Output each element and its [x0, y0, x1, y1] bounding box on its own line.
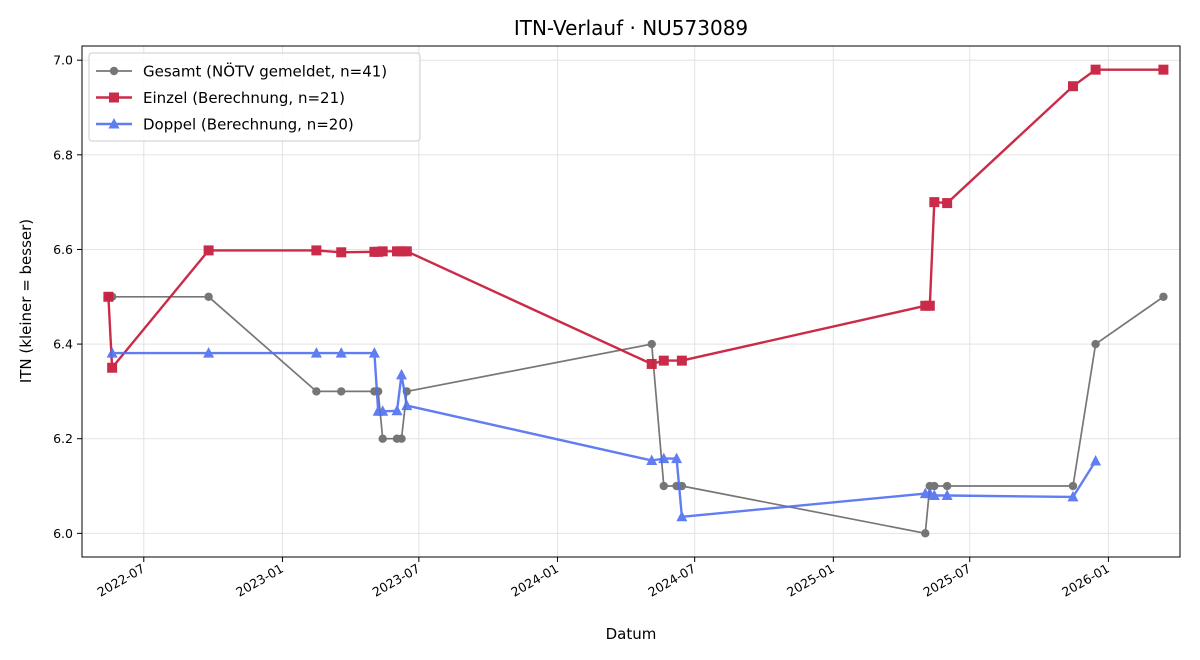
doppel-point: [671, 452, 683, 464]
legend-label: Doppel (Berechnung, n=20): [143, 116, 354, 134]
einzel-series: [103, 64, 1169, 373]
gesamt-point: [378, 434, 387, 443]
series-layer: [103, 64, 1169, 538]
gesamt-point: [312, 387, 321, 396]
legend-marker: [109, 66, 119, 76]
doppel-point: [377, 405, 389, 416]
legend-marker: [109, 92, 119, 103]
y-tick-label: 7.0: [53, 53, 73, 68]
y-tick-label: 6.8: [53, 147, 73, 162]
einzel-point: [1067, 81, 1078, 92]
doppel-series: [106, 347, 1102, 522]
gesamt-point: [1159, 292, 1168, 301]
gesamt-point: [337, 387, 346, 396]
einzel-point: [646, 358, 657, 369]
einzel-point: [658, 355, 669, 366]
x-tick-label: 2024-07: [645, 561, 698, 600]
einzel-point: [396, 246, 407, 257]
x-axis-label: Datum: [606, 625, 657, 643]
plot-frame: [81, 45, 1181, 558]
einzel-point: [401, 246, 412, 257]
y-tick-label: 6.6: [53, 242, 73, 257]
doppel-point: [1067, 490, 1079, 502]
chart-title: ITN-Verlauf · NU573089: [514, 16, 748, 40]
doppel-point: [676, 510, 688, 522]
legend-entry: [96, 66, 132, 76]
doppel-point: [396, 368, 408, 380]
gesamt-point: [659, 481, 668, 491]
einzel-point: [203, 245, 214, 256]
legend-box: [88, 52, 421, 142]
gesamt-point: [397, 434, 406, 443]
einzel-point: [924, 300, 935, 311]
doppel-point: [106, 347, 118, 358]
doppel-point: [658, 452, 670, 464]
gesamt-series: [104, 292, 1168, 538]
y-axis-label: ITN (kleiner = besser): [17, 219, 35, 383]
doppel-point: [335, 347, 347, 358]
x-tick-label: 2025-07: [921, 561, 974, 600]
doppel-point: [941, 489, 953, 500]
y-tick-label: 6.0: [53, 526, 73, 541]
einzel-point: [929, 197, 940, 208]
einzel-point: [676, 355, 687, 366]
doppel-point: [310, 347, 322, 358]
x-tick-label: 2022-07: [95, 561, 148, 600]
einzel-point: [103, 291, 114, 302]
gesamt-line: [108, 295, 1164, 535]
y-tick-label: 6.4: [53, 337, 73, 352]
x-tick-label: 2023-07: [370, 561, 423, 600]
gesamt-point: [1091, 339, 1100, 349]
x-tick-label: 2023-01: [233, 561, 286, 600]
einzel-point: [311, 245, 322, 256]
doppel-point: [368, 347, 380, 358]
einzel-point: [377, 246, 388, 257]
legend-label: Gesamt (NÖTV gemeldet, n=41): [143, 62, 387, 81]
doppel-point: [203, 347, 215, 358]
doppel-point: [646, 454, 658, 465]
y-tick-label: 6.2: [53, 431, 73, 446]
gesamt-point: [930, 481, 939, 491]
doppel-point: [1090, 454, 1102, 466]
einzel-point: [1090, 64, 1101, 75]
x-tick-label: 2024-01: [508, 561, 561, 600]
gesamt-point: [921, 529, 930, 538]
x-axis: 2022-07 2023-01 2023-07 2024-01 2024-07 2025-…: [95, 557, 1112, 600]
legend-label: Einzel (Berechnung, n=21): [143, 89, 345, 107]
gesamt-point: [942, 481, 952, 491]
legend-marker: [108, 118, 120, 129]
einzel-point: [1158, 64, 1169, 75]
x-tick-label: 2026-01: [1059, 561, 1112, 600]
gesamt-point: [647, 339, 656, 349]
x-tick-label: 2025-01: [784, 561, 837, 600]
legend: Gesamt (NÖTV gemeldet, n=41) Einzel (Bere…: [88, 52, 421, 142]
einzel-point: [107, 362, 118, 373]
doppel-point: [401, 399, 413, 411]
doppel-point: [391, 404, 403, 416]
gesamt-point: [204, 292, 213, 301]
gesamt-point: [1068, 481, 1078, 491]
doppel-point: [928, 489, 940, 500]
einzel-point: [942, 198, 953, 209]
y-axis: 6.0 6.2 6.4 6.6 6.8 7.0: [53, 53, 82, 541]
einzel-point: [336, 247, 347, 258]
legend-entry: [96, 92, 132, 103]
legend-entry: [96, 118, 132, 129]
